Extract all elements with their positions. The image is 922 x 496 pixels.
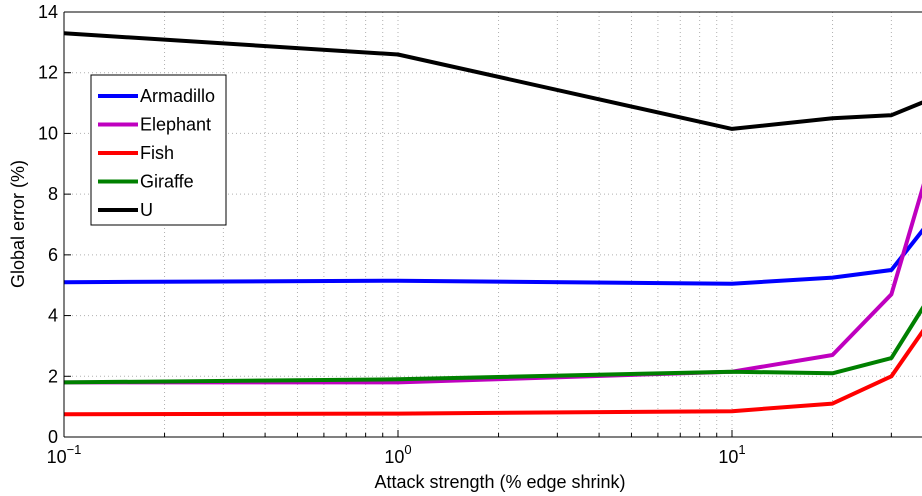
y-tick-label: 0 xyxy=(48,427,58,447)
x-tick-label: 101 xyxy=(718,442,745,467)
legend-box xyxy=(90,74,227,226)
legend-label-elephant: Elephant xyxy=(140,115,211,135)
y-tick-label: 14 xyxy=(38,2,58,22)
series-line-fish xyxy=(64,328,922,417)
y-axis-label: Global error (%) xyxy=(8,160,28,288)
y-tick-label: 6 xyxy=(48,245,58,265)
y-tick-label: 4 xyxy=(48,306,58,326)
legend: Armadillo Elephant Fish Giraffe U xyxy=(90,74,227,226)
legend-label-u: U xyxy=(140,200,153,220)
y-tick-label: 8 xyxy=(48,184,58,204)
series-line-giraffe xyxy=(64,305,922,385)
axes xyxy=(63,11,922,438)
series-line-u xyxy=(64,31,922,131)
series-lines xyxy=(64,31,922,417)
legend-label-giraffe: Giraffe xyxy=(140,172,194,192)
x-tick-label: 10−1 xyxy=(47,442,82,467)
series-line-elephant xyxy=(64,183,922,385)
y-tick-label: 2 xyxy=(48,366,58,386)
y-tick-label: 10 xyxy=(38,123,58,143)
x-tick-label: 100 xyxy=(384,442,411,467)
x-axis-label: Attack strength (% edge shrink) xyxy=(374,472,625,492)
y-tick-label: 12 xyxy=(38,63,58,83)
legend-label-fish: Fish xyxy=(140,143,174,163)
ticks: 0 2 4 6 8 10 12 14 10−1 100 101 xyxy=(38,2,892,467)
legend-label-armadillo: Armadillo xyxy=(140,86,215,106)
